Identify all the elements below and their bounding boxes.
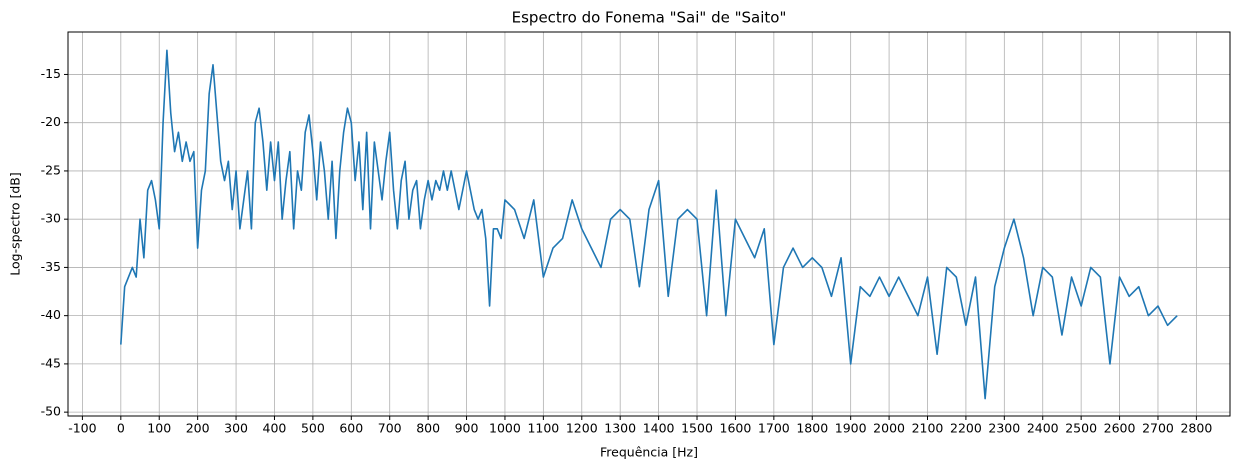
x-tick-label: 2700: [1142, 421, 1174, 436]
x-tick-label: 900: [455, 421, 479, 436]
x-tick-label: 1900: [835, 421, 867, 436]
x-tick-label: 400: [263, 421, 287, 436]
x-tick-label: 0: [117, 421, 125, 436]
x-tick-label: 100: [147, 421, 171, 436]
x-tick-label: 1500: [681, 421, 713, 436]
x-tick-label: 1600: [720, 421, 752, 436]
x-tick-label: 1400: [643, 421, 675, 436]
x-tick-label: 1800: [796, 421, 828, 436]
x-tick-label: 2400: [1027, 421, 1059, 436]
x-tick-label: -100: [68, 421, 96, 436]
chart-title: Espectro do Fonema "Sai" de "Saito": [512, 9, 787, 27]
x-tick-label: 2300: [988, 421, 1020, 436]
x-tick-label: 500: [301, 421, 325, 436]
x-tick-label: 1200: [566, 421, 598, 436]
x-tick-label: 2600: [1104, 421, 1136, 436]
y-tick-label: -20: [41, 114, 61, 129]
y-tick-label: -40: [41, 307, 61, 322]
x-axis-label: Frequência [Hz]: [600, 445, 698, 460]
x-tick-label: 1000: [489, 421, 521, 436]
y-tick-label: -15: [41, 66, 61, 81]
y-tick-label: -35: [41, 259, 61, 274]
y-tick-label: -45: [41, 355, 61, 370]
x-tick-label: 300: [224, 421, 248, 436]
plot-frame: [67, 31, 1231, 417]
x-tick-label: 1300: [604, 421, 636, 436]
y-axis-label: Log-spectro [dB]: [8, 172, 23, 276]
line-series: [120, 49, 1178, 400]
x-tick-label: 800: [416, 421, 440, 436]
x-tick-label: 1100: [527, 421, 559, 436]
x-tick-label: 2500: [1065, 421, 1097, 436]
y-tick-label: -50: [41, 404, 61, 419]
x-tick-label: 2800: [1180, 421, 1212, 436]
x-tick-label: 2100: [912, 421, 944, 436]
y-tick-label: -30: [41, 211, 61, 226]
x-tick-label: 200: [186, 421, 210, 436]
y-tick-label: -25: [41, 162, 61, 177]
x-tick-label: 2000: [873, 421, 905, 436]
x-tick-label: 1700: [758, 421, 790, 436]
x-tick-label: 700: [378, 421, 402, 436]
x-tick-label: 2200: [950, 421, 982, 436]
x-tick-label: 600: [339, 421, 363, 436]
